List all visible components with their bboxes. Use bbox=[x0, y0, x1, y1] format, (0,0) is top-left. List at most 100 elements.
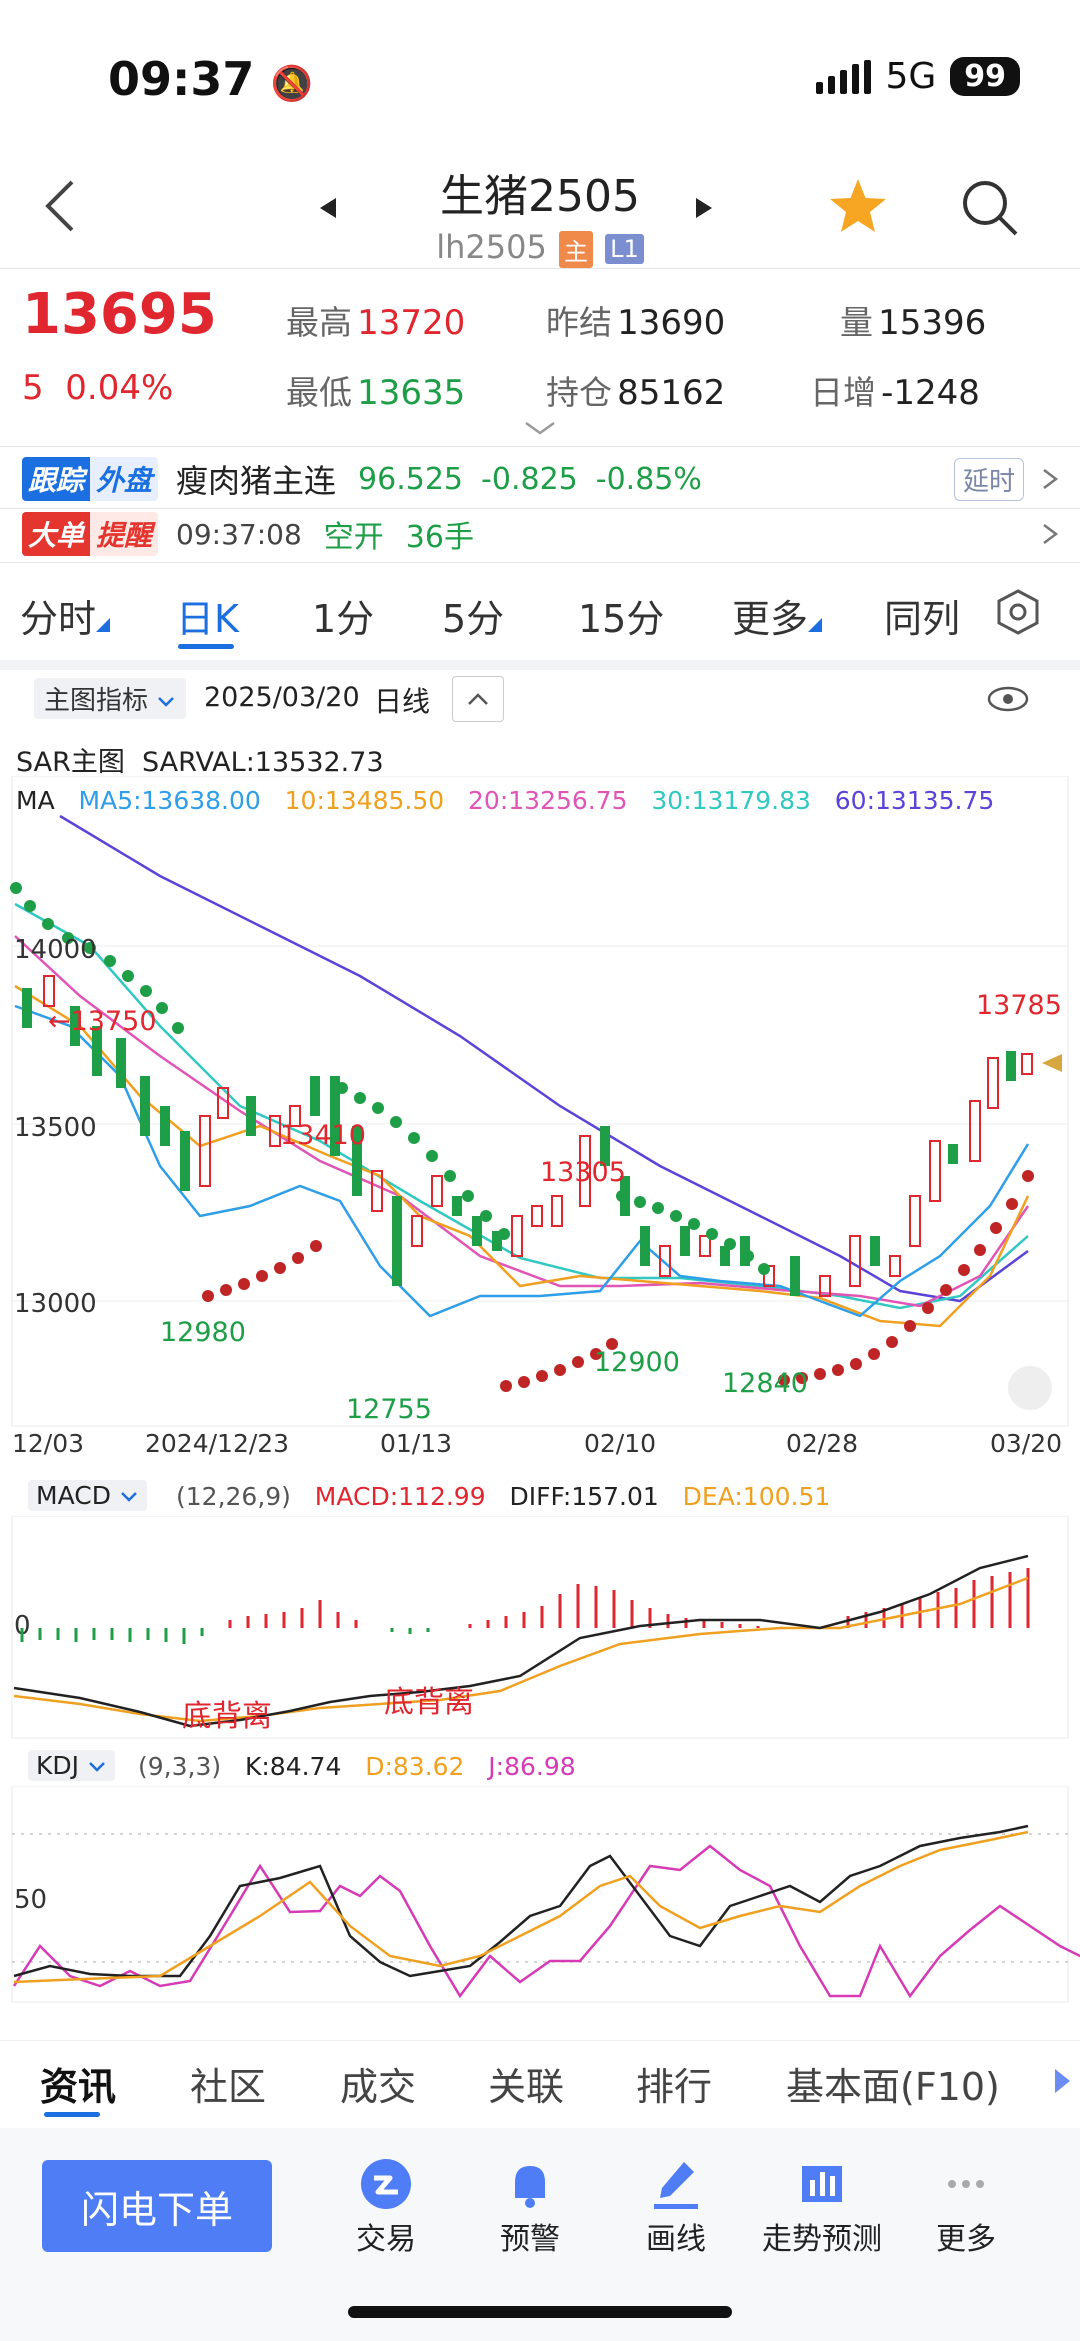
d-value: D:83.62 bbox=[365, 1752, 465, 1781]
back-button[interactable] bbox=[40, 176, 80, 236]
diff-line bbox=[13, 1554, 1029, 1728]
tab-fundamentals[interactable]: 基本面(F10) bbox=[786, 2056, 1000, 2111]
tab-news[interactable]: 资讯 bbox=[40, 2056, 116, 2111]
divergence-label: 底背离 bbox=[384, 1685, 474, 1720]
chart-settings-button[interactable] bbox=[994, 588, 1042, 640]
k-value: K:84.74 bbox=[244, 1752, 342, 1781]
main-indicator-select[interactable]: 主图指标 bbox=[34, 678, 187, 719]
sar-dots bbox=[10, 882, 770, 1275]
corner-triangle-icon bbox=[808, 618, 823, 632]
x-tick: 03/20 bbox=[990, 1429, 1062, 1458]
ma20-line bbox=[14, 935, 1030, 1308]
nav-trade[interactable]: 交易 bbox=[316, 2154, 456, 2258]
open-interest-field: 持仓 85162 bbox=[546, 366, 725, 414]
track-badge: 跟踪 bbox=[22, 457, 91, 501]
tab-1min[interactable]: 1分 bbox=[312, 588, 374, 643]
annotation-13785: 13785 bbox=[976, 990, 1062, 1021]
ma30-value: 30:13179.83 bbox=[651, 786, 811, 815]
alert-row[interactable]: 大单 提醒 09:37:08 空开 36手 bbox=[22, 512, 1062, 556]
tab-ranking[interactable]: 排行 bbox=[636, 2056, 712, 2111]
day-increase-field: 日增 -1248 bbox=[810, 366, 980, 414]
ma60-line bbox=[59, 814, 1029, 1303]
search-icon bbox=[963, 181, 1018, 236]
high-label: 最高 bbox=[286, 303, 352, 342]
tab-related[interactable]: 关联 bbox=[488, 2056, 564, 2111]
track-row[interactable]: 跟踪 外盘 瘦肉猪主连 96.525 -0.825 -0.85% 延时 bbox=[22, 456, 1062, 502]
tab-label: 成交 bbox=[340, 2065, 417, 2109]
k-line bbox=[13, 1824, 1029, 1978]
nav-alert[interactable]: 预警 bbox=[460, 2154, 600, 2258]
nav-label: 更多 bbox=[936, 2222, 996, 2257]
tab-label: 15分 bbox=[578, 597, 665, 641]
chevron-down-icon bbox=[525, 421, 555, 435]
tab-label: 更多 bbox=[732, 597, 809, 641]
tab-more[interactable]: 更多 bbox=[732, 588, 823, 643]
x-tick: 2024/12/23 bbox=[145, 1429, 289, 1458]
macd-histogram bbox=[20, 1568, 1030, 1644]
dea-value: DEA:100.51 bbox=[682, 1482, 831, 1511]
tab-same-column[interactable]: 同列 bbox=[884, 588, 960, 643]
price-change: 5 0.04% bbox=[22, 368, 173, 408]
search-button[interactable] bbox=[960, 178, 1020, 242]
trade-icon bbox=[361, 2159, 411, 2209]
alert-qty: 36手 bbox=[405, 520, 474, 555]
x-tick: 02/10 bbox=[584, 1429, 656, 1458]
scroll-tabs-button[interactable] bbox=[1052, 2066, 1072, 2100]
kdj-params: (9,3,3) bbox=[138, 1752, 222, 1781]
annotation-12900: 12900 bbox=[594, 1347, 680, 1378]
annotation-12840: 12840 bbox=[722, 1368, 808, 1399]
hexagon-settings-icon bbox=[997, 589, 1039, 635]
tab-label: 社区 bbox=[190, 2065, 267, 2109]
nav-more[interactable]: 更多 bbox=[896, 2154, 1036, 2258]
tab-daily-k[interactable]: 日K bbox=[176, 588, 239, 643]
remind-badge: 提醒 bbox=[90, 512, 159, 556]
fullscreen-button[interactable] bbox=[1008, 1366, 1052, 1410]
favorite-button[interactable] bbox=[828, 176, 888, 240]
annotation-13750: ←13750 bbox=[48, 1006, 157, 1037]
visibility-toggle[interactable] bbox=[986, 684, 1030, 718]
chart-date: 2025/03/20 bbox=[204, 682, 360, 713]
next-contract-button[interactable] bbox=[694, 196, 714, 224]
chevron-up-icon bbox=[468, 693, 488, 705]
more-dots-icon bbox=[948, 2180, 984, 2188]
collapse-toolbar-button[interactable] bbox=[452, 676, 504, 722]
track-change: -0.825 bbox=[481, 461, 578, 497]
kdj-legend: (9,3,3) K:84.74 D:83.62 J:86.98 bbox=[138, 1752, 576, 1781]
j-line bbox=[12, 1844, 1080, 1999]
status-right: 5G 99 bbox=[816, 56, 1020, 97]
flash-order-button[interactable]: 闪电下单 bbox=[42, 2160, 272, 2252]
tab-5min[interactable]: 5分 bbox=[442, 588, 504, 643]
prev-contract-button[interactable] bbox=[318, 196, 338, 224]
active-tab-indicator bbox=[44, 2112, 100, 2117]
kline-chart[interactable]: 14000 13500 13000 ←13750 13410 12980 127… bbox=[0, 776, 1080, 1476]
divider bbox=[0, 268, 1080, 269]
divergence-label: 底背离 bbox=[182, 1699, 272, 1734]
kdj-chart[interactable]: 50 bbox=[0, 1786, 1080, 2006]
tab-trades[interactable]: 成交 bbox=[340, 2056, 416, 2111]
macd-select[interactable]: MACD bbox=[28, 1480, 147, 1511]
tab-label: 分时 bbox=[20, 597, 97, 641]
track-name: 瘦肉猪主连 bbox=[176, 462, 337, 500]
bell-icon bbox=[515, 2166, 545, 2208]
tab-15min[interactable]: 15分 bbox=[578, 588, 664, 643]
page-title: 生猪2505 bbox=[440, 171, 640, 222]
sar-dots-red bbox=[202, 1170, 1034, 1392]
nav-draw[interactable]: 画线 bbox=[606, 2154, 746, 2258]
day-inc-value: -1248 bbox=[881, 373, 980, 413]
low-label: 最低 bbox=[286, 373, 352, 412]
macd-chart[interactable]: 0 底背离 底背离 bbox=[0, 1516, 1080, 1740]
expand-quote-button[interactable] bbox=[522, 420, 558, 440]
vol-label: 量 bbox=[840, 303, 873, 342]
nav-label: 画线 bbox=[646, 2222, 706, 2257]
ma10-value: 10:13485.50 bbox=[284, 786, 445, 815]
macd-params: (12,26,9) bbox=[176, 1482, 291, 1511]
level-tag: L1 bbox=[605, 234, 644, 264]
status-time: 09:37 🔕 bbox=[108, 52, 313, 106]
tab-timeshare[interactable]: 分时 bbox=[20, 588, 111, 643]
nav-label: 走势预测 bbox=[762, 2222, 882, 2257]
sar-label: SAR主图 bbox=[16, 747, 125, 778]
kdj-select[interactable]: KDJ bbox=[28, 1750, 115, 1781]
tab-community[interactable]: 社区 bbox=[190, 2056, 266, 2111]
nav-trend-forecast[interactable]: 走势预测 bbox=[752, 2154, 892, 2258]
annotation-13305: 13305 bbox=[540, 1157, 626, 1188]
